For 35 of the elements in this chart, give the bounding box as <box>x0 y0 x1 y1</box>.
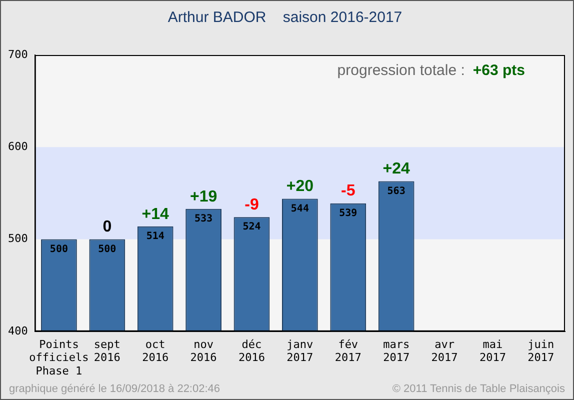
x-tick-label: déc 2016 <box>238 338 265 364</box>
data-label: 544 <box>290 203 309 214</box>
data-label: 533 <box>194 213 213 224</box>
x-tick-label: avr 2017 <box>431 338 458 364</box>
annotation: +63 pts <box>472 62 525 80</box>
y-tick-label: 400 <box>8 324 28 338</box>
x-tick-label: fév 2017 <box>334 338 362 364</box>
x-tick-label: oct 2016 <box>142 338 169 364</box>
annotation: 0 <box>102 218 112 236</box>
annotation: progression totale : <box>337 62 465 80</box>
annotation: -9 <box>244 196 259 214</box>
annotation: +24 <box>382 160 410 178</box>
annotation: +20 <box>286 178 314 196</box>
data-label: 524 <box>242 222 261 233</box>
y-tick-label: 600 <box>8 140 28 153</box>
x-tick-label: nov 2016 <box>190 338 217 364</box>
data-label: 500 <box>98 244 116 255</box>
x-tick-label: Points officiels Phase 1 <box>29 338 89 378</box>
data-label: 514 <box>146 230 164 242</box>
x-tick-label: janv 2017 <box>286 338 314 364</box>
chart-title: Arthur BADOR saison 2016-2017 <box>168 9 402 26</box>
y-tick-label: 500 <box>8 232 28 246</box>
data-label: 500 <box>50 244 68 255</box>
annotation: -5 <box>341 182 356 200</box>
x-tick-label: sept 2016 <box>94 338 120 364</box>
data-label: 563 <box>387 186 406 197</box>
x-tick-label: mai 2017 <box>479 338 506 364</box>
x-tick-label: mars 2017 <box>383 338 410 364</box>
y-tick-label: 700 <box>8 48 28 61</box>
text: graphique généré le 16/09/2018 à 22:02:46 <box>9 383 220 395</box>
annotation: +19 <box>190 188 218 206</box>
text: © 2011 Tennis de Table Plaisançois <box>392 383 565 395</box>
x-tick-label: juin 2017 <box>528 338 554 364</box>
annotation: +14 <box>142 206 170 223</box>
data-label: 539 <box>339 208 358 219</box>
